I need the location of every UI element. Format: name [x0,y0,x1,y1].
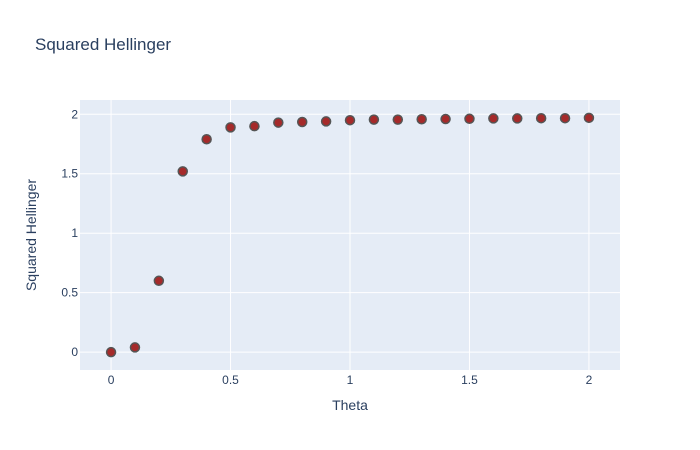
data-point[interactable] [320,116,332,127]
data-point[interactable] [225,122,236,133]
data-point[interactable] [464,113,475,125]
data-point[interactable] [177,166,188,177]
data-point[interactable] [440,113,451,125]
data-point[interactable] [249,120,260,132]
data-point[interactable] [105,346,117,358]
data-point[interactable] [559,112,571,124]
data-point[interactable] [201,134,212,145]
grid-lines [80,100,620,370]
data-point[interactable] [392,114,404,125]
x-tick-label: 0 [108,373,115,387]
x-tick-labels: 0 0.5 1 1.5 2 [108,373,593,387]
x-tick-label: 1 [347,373,354,387]
data-point[interactable] [535,112,547,124]
x-tick-label: 1.5 [461,373,478,387]
data-point[interactable] [296,116,308,128]
y-tick-label: 1 [71,226,78,240]
x-tick-label: 2 [586,373,593,387]
x-tick-label: 0.5 [222,373,239,387]
y-tick-label: 0 [71,345,78,359]
y-axis-title: Squared Hellinger [23,179,39,291]
data-point[interactable] [488,113,499,124]
data-points [105,112,595,358]
data-point[interactable] [583,112,595,124]
data-point[interactable] [344,114,356,126]
y-tick-labels: 0 0.5 1 1.5 2 [61,107,78,359]
data-point[interactable] [273,117,284,128]
data-point[interactable] [368,114,380,125]
x-axis-title: Theta [332,397,368,413]
data-point[interactable] [153,275,165,287]
y-tick-label: 1.5 [61,167,78,181]
data-point[interactable] [129,342,141,353]
chart-title: Squared Hellinger [35,35,171,54]
data-point[interactable] [512,113,523,124]
y-tick-label: 0.5 [61,286,78,300]
y-tick-label: 2 [71,107,78,121]
data-point[interactable] [416,114,427,125]
